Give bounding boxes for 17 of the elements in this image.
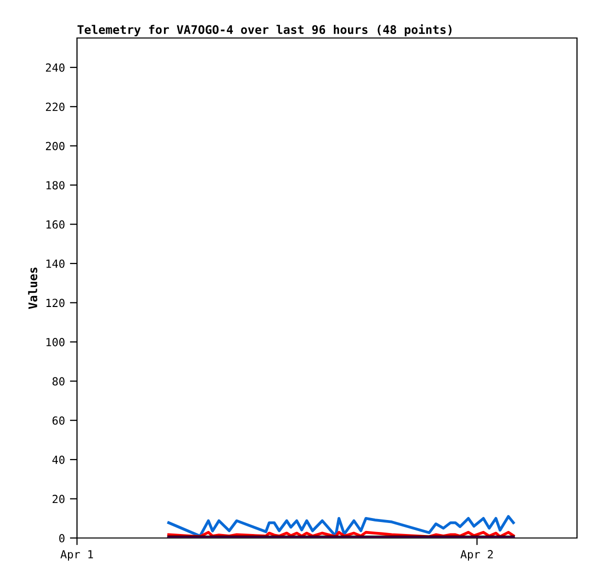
y-tick-label: 20: [52, 494, 64, 504]
chart-title: Telemetry for VA7OGO-4 over last 96 hours (48 points): [78, 24, 452, 36]
y-tick-label: 240: [46, 63, 64, 72]
y-tick-label: 120: [46, 298, 64, 308]
y-tick-label: 80: [52, 377, 64, 386]
y-tick-label: 40: [52, 456, 64, 464]
y-axis-title: Values: [28, 268, 38, 309]
y-tick-label: 160: [46, 220, 64, 229]
y-tick-label: 0: [59, 534, 64, 542]
y-tick-label: 60: [52, 416, 64, 425]
x-tick-label: Apr 2: [460, 550, 493, 561]
x-tick-label: Apr 1: [60, 550, 93, 561]
y-tick-label: 180: [46, 181, 64, 190]
y-tick-label: 220: [46, 102, 64, 112]
y-tick-label: 100: [46, 338, 64, 346]
y-tick-label: 200: [46, 142, 64, 150]
y-tick-label: 140: [46, 259, 64, 268]
